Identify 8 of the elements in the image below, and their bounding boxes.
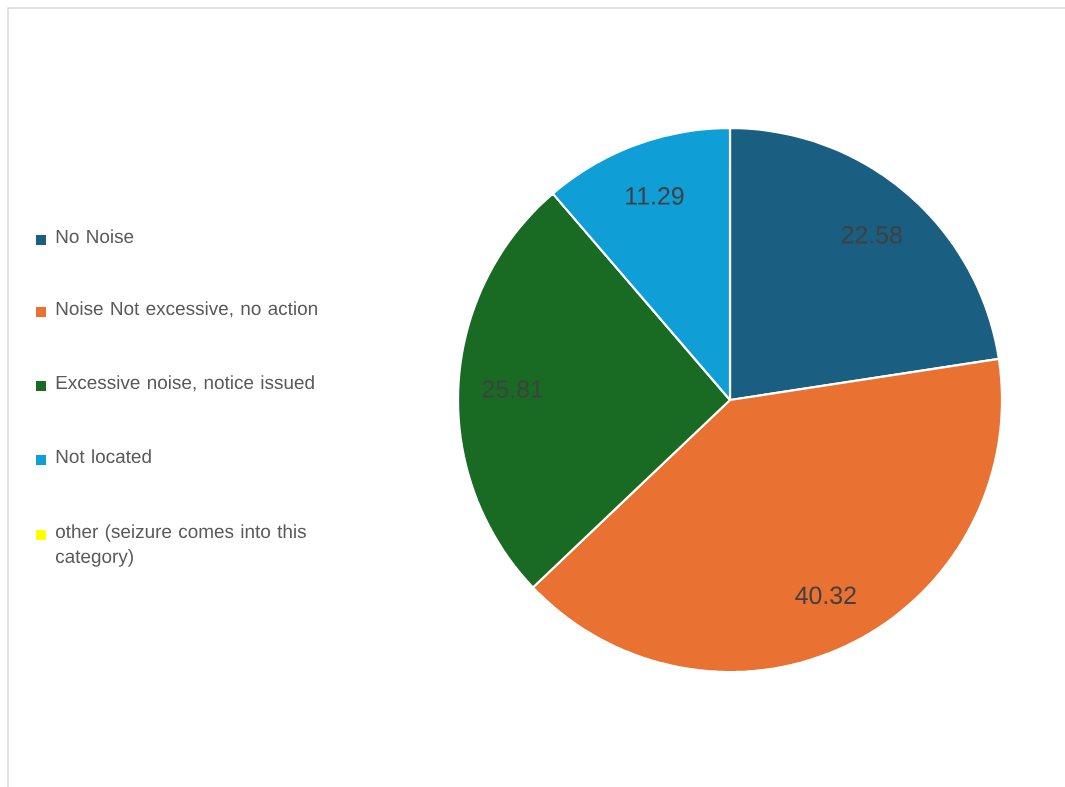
legend-label: Noise Not excessive, no action — [56, 301, 317, 318]
legend-label: Not located — [56, 449, 151, 464]
legend-label: No Noise — [56, 229, 134, 244]
legend-label: other (seizure comes into this category) — [56, 524, 306, 567]
data-label: 11.29 — [626, 187, 684, 205]
legend-label: Excessive noise, notice issued — [56, 375, 314, 392]
data-label: 40.32 — [795, 586, 856, 605]
data-label: 22.58 — [841, 226, 902, 244]
